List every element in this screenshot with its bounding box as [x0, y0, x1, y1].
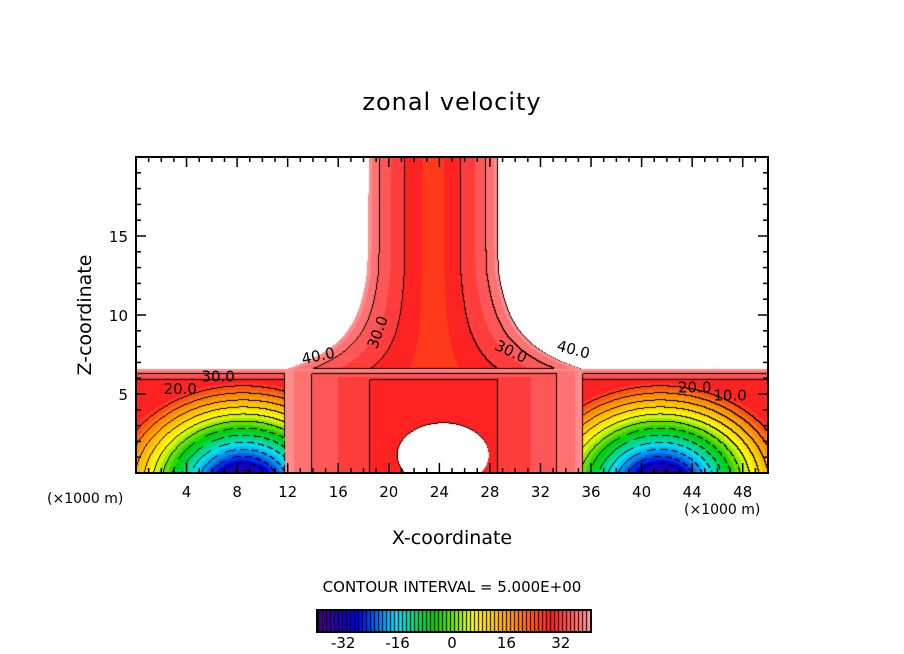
x-tick-label: 12 [278, 483, 297, 501]
colorbar-tick-label: -32 [331, 634, 356, 652]
x-axis-label: X-coordinate [391, 527, 513, 549]
x-tick-label: 24 [430, 483, 449, 501]
contour-label: 20.0 [164, 380, 197, 398]
plot-frame [135, 156, 769, 474]
colorbar-tick-label: 0 [447, 634, 457, 652]
contour-interval-text: CONTOUR INTERVAL = 5.000E+00 [322, 578, 582, 596]
x-tick-label: 48 [733, 483, 752, 501]
contour-label: 40.0 [555, 337, 592, 363]
x-tick-label: 4 [182, 483, 192, 501]
colorbar [316, 609, 592, 633]
colorbar-tick-label: 16 [497, 634, 516, 652]
contour-field [136, 157, 768, 474]
x-unit-label-right: (×1000 m) [684, 502, 761, 518]
contour-label: 20.0 [678, 378, 711, 396]
y-tick-label: 15 [109, 228, 128, 246]
x-tick-label: 28 [480, 483, 499, 501]
x-tick-label: 36 [581, 483, 600, 501]
y-axis-label: Z-coordinate [74, 254, 96, 376]
y-tick-label: 5 [118, 386, 128, 404]
x-tick-label: 16 [329, 483, 348, 501]
contour-label: 30.0 [364, 313, 392, 351]
contour-label: 40.0 [300, 344, 336, 369]
contour-label: 30.0 [492, 336, 530, 366]
chart-title: zonal velocity [362, 88, 542, 116]
x-tick-label: 40 [632, 483, 651, 501]
x-unit-label-left: (×1000 m) [47, 491, 124, 507]
y-tick-label: 10 [109, 307, 128, 325]
x-tick-label: 20 [379, 483, 398, 501]
contour-label: 10.0 [713, 386, 746, 404]
contour-label: 30.0 [201, 367, 234, 385]
colorbar-tick-label: 32 [551, 634, 570, 652]
x-tick-label: 32 [531, 483, 550, 501]
x-tick-label: 44 [683, 483, 702, 501]
colorbar-tick-label: -16 [385, 634, 410, 652]
x-tick-label: 8 [232, 483, 242, 501]
